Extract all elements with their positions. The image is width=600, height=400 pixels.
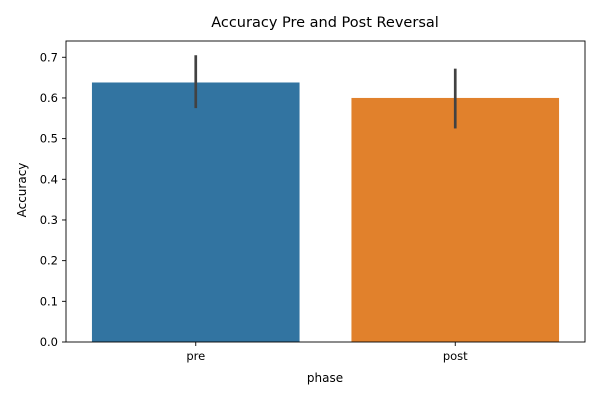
y-tick-label: 0.5: [40, 132, 58, 146]
y-tick-label: 0.3: [40, 213, 58, 227]
y-tick-label: 0.1: [40, 294, 58, 308]
x-tick-label: pre: [186, 349, 205, 363]
y-tick-label: 0.4: [40, 172, 58, 186]
x-axis-label: phase: [307, 371, 343, 385]
y-tick-label: 0.0: [40, 335, 58, 349]
x-tick-label: post: [443, 349, 468, 363]
y-axis-label: Accuracy: [15, 163, 29, 218]
y-tick-label: 0.7: [40, 50, 58, 64]
error-bars-layer: [194, 55, 457, 129]
chart-title: Accuracy Pre and Post Reversal: [211, 15, 439, 31]
bars-layer: [91, 82, 560, 342]
y-tick-label: 0.2: [40, 254, 58, 268]
y-tick-label: 0.6: [40, 91, 58, 105]
plot-frame: [65, 40, 586, 343]
x-axis: pre post: [186, 342, 468, 363]
y-axis: 0.0 0.1 0.2 0.3 0.4 0.5 0.6 0.7: [40, 50, 66, 349]
bar-post: [351, 97, 560, 342]
bar-pre: [91, 82, 300, 342]
